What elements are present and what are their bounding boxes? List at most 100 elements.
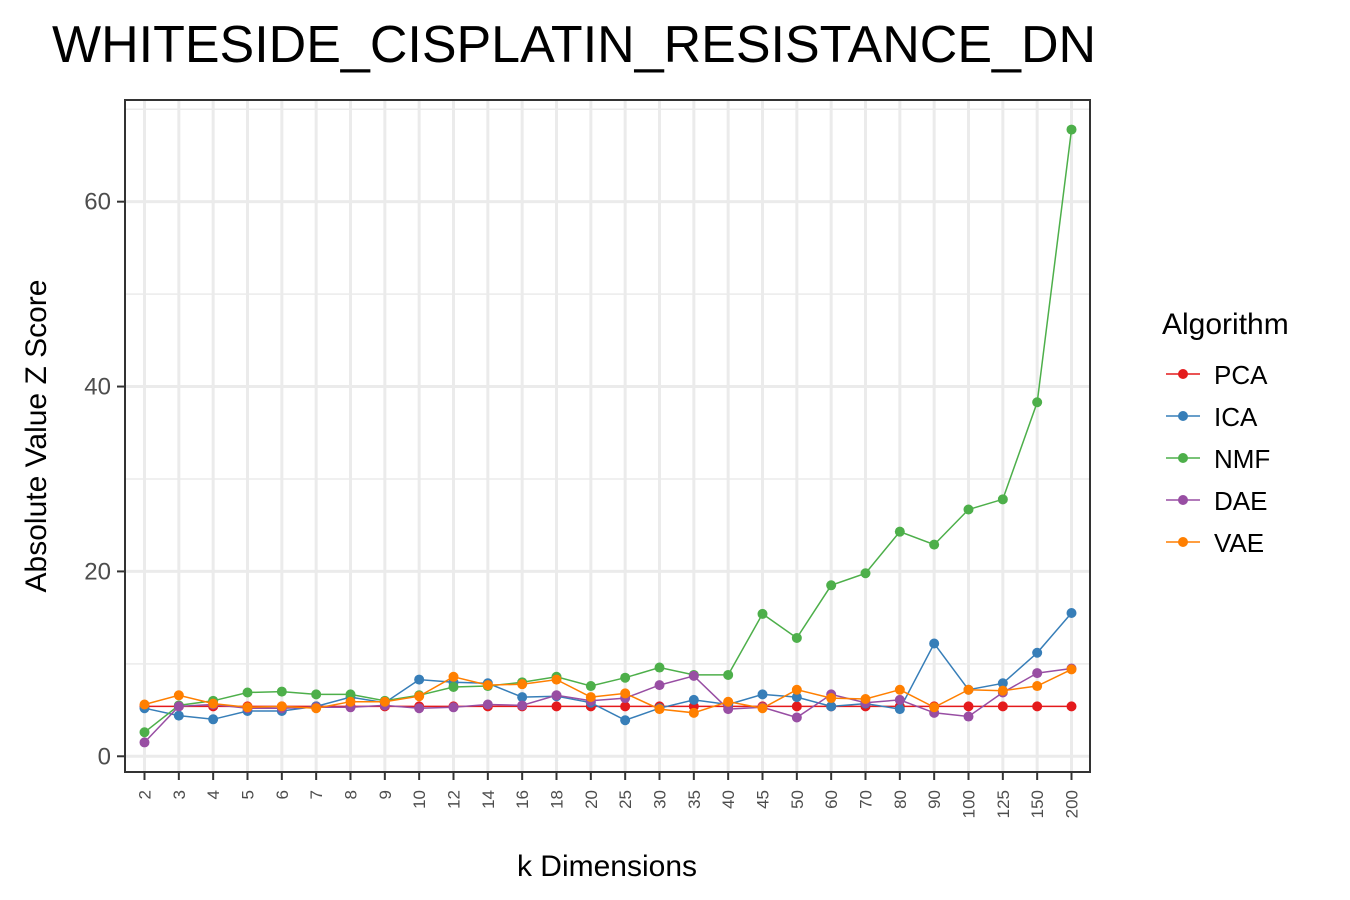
x-tick-label: 200	[1063, 790, 1082, 818]
data-point-pca	[1066, 701, 1077, 712]
data-point-nmf	[620, 672, 631, 683]
x-tick-label: 5	[239, 790, 258, 799]
data-point-pca	[620, 701, 631, 712]
data-point-dae	[414, 703, 425, 714]
x-tick-label: 3	[170, 790, 189, 799]
data-point-vae	[791, 684, 802, 695]
data-point-nmf	[585, 681, 596, 692]
series-line-ica	[144, 612, 1073, 722]
data-point-vae	[414, 691, 425, 702]
data-point-dae	[173, 701, 184, 712]
data-point-ica	[1066, 608, 1077, 619]
data-point-dae	[963, 711, 974, 722]
data-point-ica	[894, 704, 905, 715]
series-line-nmf	[144, 129, 1073, 733]
x-tick-label: 70	[857, 790, 876, 809]
data-point-vae	[208, 698, 219, 709]
x-tick-label: 90	[925, 790, 944, 809]
x-tick-label: 10	[410, 790, 429, 809]
series-vae	[139, 664, 1077, 718]
data-point-nmf	[826, 580, 837, 591]
chart-title: WHITESIDE_CISPLATIN_RESISTANCE_DN	[52, 16, 1096, 74]
x-tick-label: 20	[582, 790, 601, 809]
data-point-ica	[826, 701, 837, 712]
data-point-vae	[585, 692, 596, 703]
series-group	[139, 124, 1077, 748]
data-point-vae	[482, 680, 493, 691]
y-tick-label: 20	[84, 558, 111, 585]
legend-label: PCA	[1214, 360, 1268, 390]
x-tick-label: 80	[891, 790, 910, 809]
data-point-vae	[620, 688, 631, 699]
data-point-ica	[929, 638, 940, 649]
data-point-nmf	[276, 686, 287, 697]
x-tick-label: 25	[616, 790, 635, 809]
data-point-dae	[688, 670, 699, 681]
data-point-vae	[345, 696, 356, 707]
legend-key-point	[1178, 453, 1188, 463]
data-point-vae	[826, 693, 837, 704]
data-point-ica	[688, 694, 699, 705]
data-point-dae	[791, 712, 802, 723]
data-point-pca	[791, 701, 802, 712]
data-point-ica	[620, 715, 631, 726]
legend-key-point	[1178, 369, 1188, 379]
data-point-vae	[654, 704, 665, 715]
legend-key-point	[1178, 411, 1188, 421]
data-point-vae	[276, 701, 287, 712]
x-tick-label: 50	[788, 790, 807, 809]
data-point-ica	[517, 692, 528, 703]
data-point-vae	[448, 671, 459, 682]
x-tick-label: 35	[685, 790, 704, 809]
legend-label: DAE	[1214, 486, 1267, 516]
data-point-nmf	[997, 494, 1008, 505]
data-point-dae	[551, 690, 562, 701]
data-point-vae	[517, 679, 528, 690]
data-point-vae	[723, 696, 734, 707]
y-tick-label: 0	[98, 743, 111, 770]
data-point-nmf	[1032, 397, 1043, 408]
data-point-nmf	[723, 669, 734, 680]
data-point-vae	[894, 684, 905, 695]
x-axis: 2 3 4 5 6 7 8 9 10 12 14 16 18 20 25 30 35 40 45 50 60 70 80 90…	[136, 772, 1082, 818]
data-point-ica	[997, 678, 1008, 689]
x-tick-label: 7	[307, 790, 326, 799]
data-point-vae	[997, 685, 1008, 696]
data-point-nmf	[654, 662, 665, 673]
data-point-vae	[173, 690, 184, 701]
data-point-vae	[757, 703, 768, 714]
data-point-vae	[963, 684, 974, 695]
plot-panel	[124, 99, 1091, 773]
data-point-ica	[1032, 647, 1043, 658]
x-axis-title: k Dimensions	[517, 850, 697, 883]
data-point-vae	[551, 674, 562, 685]
x-tick-label: 60	[822, 790, 841, 809]
data-point-nmf	[345, 689, 356, 700]
y-axis-title: Absolute Value Z Score	[20, 280, 53, 593]
gridlines	[125, 100, 1090, 772]
data-point-pca	[963, 701, 974, 712]
legend-title: Algorithm	[1162, 308, 1289, 341]
legend-key-point	[1178, 495, 1188, 505]
y-axis: 0 20 40 60	[84, 189, 125, 770]
legend-key-point	[1178, 537, 1188, 547]
x-tick-label: 100	[960, 790, 979, 818]
data-point-nmf	[448, 681, 459, 692]
data-point-dae	[139, 737, 150, 748]
data-point-ica	[757, 689, 768, 700]
x-tick-label: 8	[342, 790, 361, 799]
panel-border	[124, 99, 1091, 773]
legend-label: ICA	[1214, 402, 1258, 432]
data-point-pca	[1032, 701, 1043, 712]
data-point-nmf	[791, 632, 802, 643]
data-point-vae	[688, 707, 699, 718]
data-point-vae	[311, 703, 322, 714]
data-point-nmf	[963, 504, 974, 515]
x-tick-label: 125	[994, 790, 1013, 818]
series-line-vae	[144, 668, 1072, 714]
data-point-ica	[791, 692, 802, 703]
x-tick-label: 9	[376, 790, 395, 799]
data-point-pca	[997, 701, 1008, 712]
data-point-dae	[482, 699, 493, 710]
